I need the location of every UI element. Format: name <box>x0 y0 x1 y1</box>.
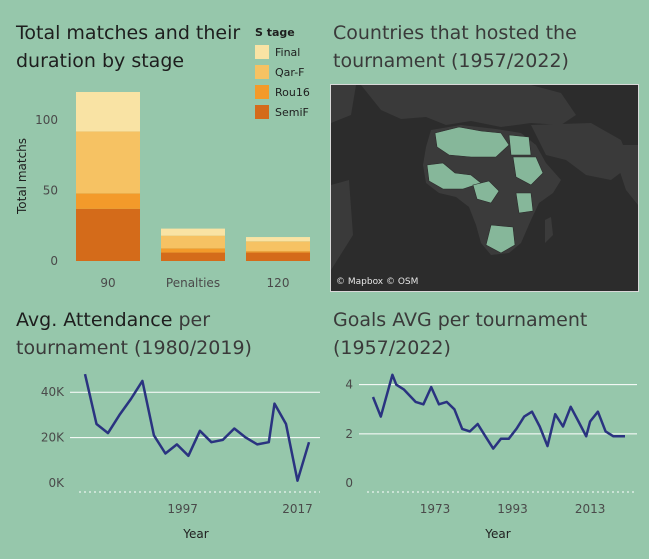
attendance-title-rest: per tournament (1980/2019) <box>16 309 252 359</box>
host-sudan-ethiopia <box>512 156 544 186</box>
series-line <box>371 373 625 450</box>
legend-item-semif[interactable]: SemiF <box>255 102 310 122</box>
stage-bar-chart[interactable]: 0 50 100 Total matchs 90 Penalties 120 <box>0 80 325 295</box>
x-tick-label: 120 <box>267 276 290 290</box>
host-central-africa <box>472 180 500 204</box>
goals-line-chart[interactable]: 0 2 4 1973 1993 2013 Year <box>325 365 649 550</box>
y-tick-label: 100 <box>35 113 58 127</box>
legend-label-rou16: Rou16 <box>275 85 310 99</box>
x-tick-label: 2013 <box>575 502 606 516</box>
greenland-landmass <box>331 85 356 123</box>
legend-swatch-qar-f <box>255 65 269 79</box>
stage-chart-title: Total matches and their duration by stag… <box>16 22 241 72</box>
y-tick-label: 0K <box>48 476 65 490</box>
africa-map <box>331 85 638 291</box>
attendance-title: Avg. Attendance per tournament (1980/201… <box>16 306 296 362</box>
legend-label-semif: SemiF <box>275 105 309 119</box>
y-tick-label: 2 <box>345 427 353 441</box>
middle-east-landmass <box>531 123 631 180</box>
x-tick-label: 90 <box>100 276 115 290</box>
host-countries-map[interactable]: © Mapbox © OSM <box>330 84 639 292</box>
bar-segment <box>76 92 140 132</box>
goals-title: Goals AVG per tournament (1957/2022) <box>333 309 588 359</box>
bar-segment <box>161 228 225 236</box>
x-tick-label: Penalties <box>166 276 220 290</box>
legend-swatch-rou16 <box>255 85 269 99</box>
host-southern-africa <box>485 224 516 254</box>
attendance-title-bold: Avg. Attendance <box>16 309 173 331</box>
bar-segment <box>161 252 225 261</box>
y-tick-label: 40K <box>41 385 65 399</box>
y-tick-label: 20K <box>41 431 65 445</box>
x-tick-label: 1993 <box>497 502 528 516</box>
host-north-africa <box>434 126 510 158</box>
legend-item-qar-f[interactable]: Qar-F <box>255 62 310 82</box>
bar-segment <box>76 131 140 194</box>
bar-segment <box>246 241 310 252</box>
y-axis-label: Total matchs <box>15 138 29 215</box>
europe-landmass <box>361 85 576 127</box>
y-tick-label: 0 <box>50 254 58 268</box>
legend-label-qar-f: Qar-F <box>275 65 305 79</box>
legend-item-final[interactable]: Final <box>255 42 310 62</box>
bar-segment <box>76 208 140 261</box>
bar-segment <box>246 237 310 242</box>
india-landmass <box>611 145 638 205</box>
south-america-landmass <box>331 180 353 270</box>
bar-segment <box>246 252 310 261</box>
map-title: Countries that hosted the tournament (19… <box>333 22 577 72</box>
x-axis-label: Year <box>182 527 208 541</box>
host-egypt <box>508 134 532 156</box>
bar-segment <box>161 235 225 249</box>
map-credit[interactable]: © Mapbox © OSM <box>336 277 419 287</box>
legend-swatch-semif <box>255 105 269 119</box>
x-axis-label: Year <box>484 527 510 541</box>
stage-legend[interactable]: S tage Final Qar-F Rou16 SemiF <box>255 26 310 122</box>
y-tick-label: 4 <box>345 378 353 392</box>
bar-segment <box>76 193 140 209</box>
y-tick-label: 50 <box>43 184 58 198</box>
legend-swatch-final <box>255 45 269 59</box>
bar-segment <box>246 251 310 253</box>
legend-item-rou16[interactable]: Rou16 <box>255 82 310 102</box>
y-tick-label: 0 <box>345 476 353 490</box>
x-tick-label: 2017 <box>282 502 313 516</box>
legend-label-final: Final <box>275 45 301 59</box>
bar-segment <box>161 248 225 253</box>
series-line <box>83 373 311 482</box>
attendance-line-chart[interactable]: 0K 20K 40K 1997 2017 Year <box>0 365 325 550</box>
legend-title: S tage <box>255 26 295 39</box>
x-tick-label: 1973 <box>420 502 451 516</box>
host-east-africa <box>515 192 534 214</box>
madagascar-landmass <box>545 217 553 243</box>
x-tick-label: 1997 <box>167 502 198 516</box>
